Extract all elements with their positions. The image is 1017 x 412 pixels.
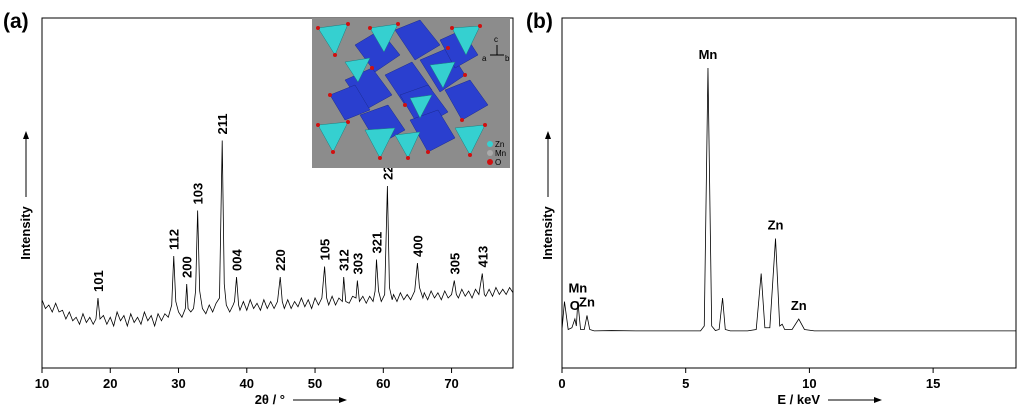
y-axis-label: Intensity: [540, 206, 555, 260]
plot-frame: [562, 18, 1016, 368]
x-tick-label: 40: [240, 376, 254, 391]
x-axis-label: 2θ / °: [255, 392, 285, 407]
inset-legend-label: Zn: [495, 140, 504, 149]
inset-axis-label: c: [494, 35, 498, 44]
x-tick-label: 10: [802, 376, 816, 391]
x-tick-label: 15: [926, 376, 940, 391]
x-arrowhead: [339, 397, 347, 403]
peak-label: 400: [410, 235, 425, 257]
inset-axis-label: b: [505, 54, 510, 63]
spectrum-line: [562, 68, 1016, 331]
peak-label: 413: [475, 246, 490, 268]
x-tick-label: 10: [35, 376, 49, 391]
inset-legend-label: Mn: [495, 149, 506, 158]
x-tick-label: 0: [558, 376, 565, 391]
peak-label: 303: [350, 253, 365, 275]
inset-legend-label: O: [495, 158, 501, 167]
panel-label: (b): [526, 10, 553, 33]
legend-swatch: [487, 150, 493, 156]
y-arrowhead: [23, 131, 29, 139]
x-axis-label: E / keV: [777, 392, 820, 407]
x-tick-label: 50: [308, 376, 322, 391]
x-arrowhead: [874, 397, 882, 403]
peak-label: Zn: [768, 218, 784, 233]
peak-label: Zn: [791, 298, 807, 313]
peak-label: 103: [191, 183, 206, 205]
page: 051015MnOZnMnZnZn(b)IntensityE / keV1020…: [0, 0, 1017, 412]
y-arrowhead: [545, 131, 551, 139]
peak-label: 112: [167, 229, 182, 250]
x-tick-label: 30: [171, 376, 185, 391]
peak-label: 305: [447, 253, 462, 275]
peak-label: 101: [91, 270, 106, 292]
peak-label: 211: [215, 114, 230, 135]
x-tick-label: 5: [682, 376, 689, 391]
figure: 051015MnOZnMnZnZn(b)IntensityE / keV1020…: [0, 0, 1017, 412]
y-axis-label: Intensity: [18, 206, 33, 260]
peak-label: 321: [369, 232, 384, 254]
peak-label: Mn: [568, 281, 587, 296]
peak-label: 200: [180, 256, 195, 278]
spectrum-line: [42, 141, 513, 327]
panel-label: (a): [3, 10, 29, 33]
legend-swatch: [487, 141, 493, 147]
crystal-inset: c a b Zn Mn O: [312, 18, 510, 168]
peak-label: Mn: [699, 47, 718, 62]
x-tick-label: 20: [103, 376, 117, 391]
peak-label: 004: [230, 249, 245, 271]
peak-label: 105: [318, 239, 333, 261]
legend-swatch: [487, 159, 493, 165]
peak-label: Zn: [579, 295, 595, 310]
inset-axis-label: a: [482, 54, 487, 63]
x-tick-label: 60: [376, 376, 390, 391]
peak-label: 220: [273, 249, 288, 271]
x-tick-label: 70: [444, 376, 458, 391]
